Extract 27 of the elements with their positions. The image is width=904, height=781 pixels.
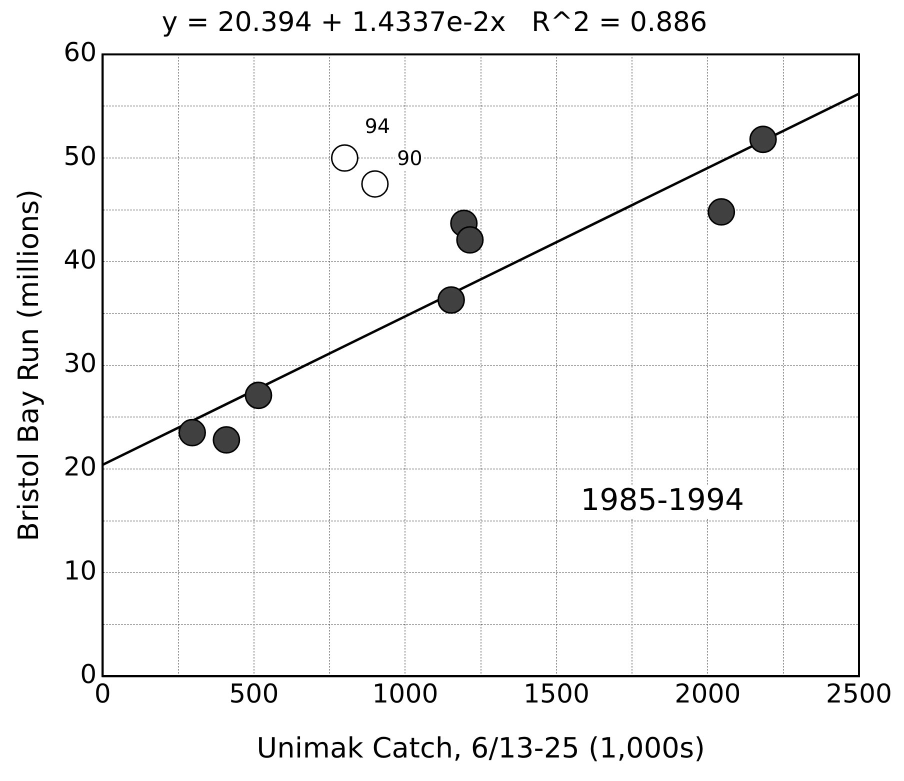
x-tick-label: 2000 [674,680,741,710]
y-tick-label: 30 [64,349,97,380]
y-tick-label: 60 [64,38,97,68]
x-tick-label: 1500 [523,680,590,710]
x-tick-label: 1000 [372,680,438,710]
point [178,418,206,446]
point [361,170,389,198]
point [330,144,358,172]
x-tick-label: 2500 [826,680,892,710]
point [749,126,777,154]
y-tick-label: 40 [64,245,97,276]
point [437,286,465,314]
point [212,426,240,454]
x-tick-label: 500 [229,680,279,710]
annotation: 1985-1994 [580,482,744,518]
chart-title: y = 20.394 + 1.4337e-2x R^2 = 0.886 [162,7,708,38]
y-tick-label: 20 [64,452,97,483]
point [708,198,736,226]
y-tick-label: 50 [64,142,97,172]
point [244,382,272,410]
annotation: 94 [364,114,390,138]
annotation: 90 [396,146,422,170]
y-tick-label: 10 [64,556,97,586]
x-axis-title: Unimak Catch, 6/13-25 (1,000s) [256,731,705,764]
y-tick-label: 0 [80,660,97,690]
point [456,226,484,254]
y-axis-title: Bristol Bay Run (millions) [12,189,46,542]
